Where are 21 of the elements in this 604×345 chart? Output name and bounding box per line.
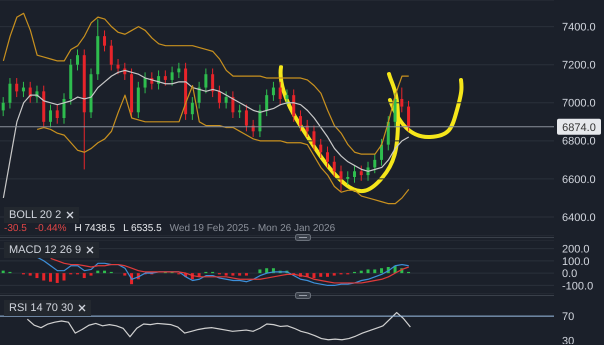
y-tick-label: 70 [562,311,574,324]
ref-line-label: 6874.0 [562,122,596,134]
annotation: L 6535.5 [123,223,162,234]
text: RSI 14 70 30 [9,302,74,314]
y-tick-label: 6600.0 [562,174,596,186]
y-tick-label: 7000.0 [562,98,596,110]
y-tick-label: 6400.0 [562,212,596,224]
annotation: Wed 19 Feb 2025 - Mon 26 Jan 2026 [170,223,336,234]
chart-title: MACD 12 26 9 [9,244,82,256]
text: BOLL 20 2 [9,209,62,221]
y-tick-label: 7200.0 [562,60,596,72]
y-tick-label: 200.0 [562,243,590,256]
y-tick-label: 7400.0 [562,22,596,34]
annotation: H 7438.5 [74,223,116,234]
y-tick-label: 100.0 [562,256,590,268]
annotation: -30.5 [4,223,27,234]
y-tick-label: 6800.0 [562,136,596,148]
y-tick-label: 30 [562,335,574,345]
y-tick-label: 0.0 [562,268,578,280]
y-tick-label: -100.0 [562,280,594,292]
annotation: -0.44% [34,223,66,234]
